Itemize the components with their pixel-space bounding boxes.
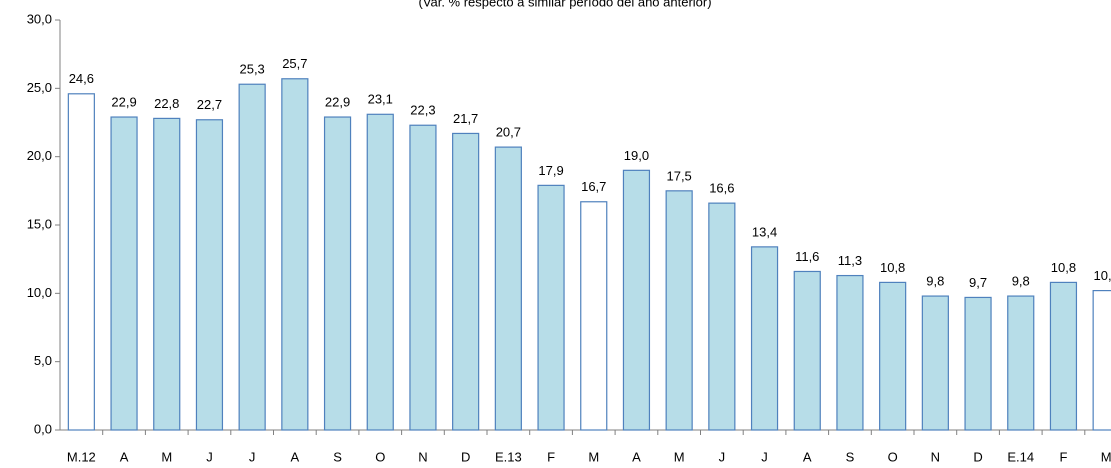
x-tick-label: D (461, 449, 470, 464)
value-label: 10,2 (1093, 268, 1111, 283)
bar (238, 83, 266, 431)
value-label: 11,3 (838, 253, 862, 268)
value-label: 21,7 (453, 111, 478, 126)
bar (879, 281, 907, 431)
bar (323, 116, 352, 431)
bar (665, 190, 693, 431)
bar (750, 246, 779, 431)
x-tick-label: D (973, 449, 982, 464)
x-tick-label: A (632, 449, 641, 464)
bar (153, 117, 181, 431)
x-tick-label: N (418, 449, 427, 464)
value-label: 13,4 (752, 224, 777, 239)
value-label: 17,9 (538, 163, 563, 178)
bar (964, 296, 992, 431)
value-label: 22,8 (154, 96, 179, 111)
bar (452, 132, 480, 431)
bar (67, 93, 95, 431)
x-tick-label: M (1101, 449, 1111, 464)
x-tick-label: S (846, 449, 855, 464)
value-label: 10,8 (1051, 260, 1076, 275)
y-tick-label: 20,0 (27, 148, 52, 163)
value-label: 25,7 (282, 56, 307, 71)
value-label: 9,8 (926, 274, 944, 289)
x-tick-label: S (333, 449, 342, 464)
x-tick-label: M (674, 449, 685, 464)
x-tick-label: E.14 (1007, 449, 1034, 464)
value-label: 17,5 (666, 168, 691, 183)
value-label: 24,6 (69, 71, 94, 86)
value-label: 22,7 (197, 97, 222, 112)
y-tick-label: 5,0 (34, 353, 52, 368)
y-tick-label: 15,0 (27, 216, 52, 231)
bar (580, 201, 608, 431)
x-tick-label: N (931, 449, 940, 464)
x-tick-label: F (1059, 449, 1067, 464)
value-label: 23,1 (368, 92, 393, 107)
x-tick-label: M (161, 449, 172, 464)
x-tick-label: J (719, 449, 726, 464)
y-tick-label: 30,0 (27, 11, 52, 26)
x-tick-label: F (547, 449, 555, 464)
bar (622, 169, 651, 431)
y-tick-label: 25,0 (27, 80, 52, 95)
bar (1007, 295, 1035, 431)
bar (1049, 281, 1078, 431)
bar (708, 202, 736, 431)
bar (281, 78, 309, 431)
bar (110, 116, 138, 431)
value-label: 10,8 (880, 260, 905, 275)
value-label: 9,8 (1012, 274, 1030, 289)
bar (195, 119, 224, 431)
bar (537, 184, 565, 431)
value-label: 16,7 (581, 179, 606, 194)
x-tick-label: J (249, 449, 256, 464)
value-label: 22,9 (325, 94, 350, 109)
value-label: 25,3 (239, 62, 264, 77)
x-tick-label: A (803, 449, 812, 464)
bar (921, 295, 949, 431)
x-tick-label: O (888, 449, 898, 464)
x-tick-label: A (120, 449, 129, 464)
value-label: 19,0 (624, 148, 649, 163)
bar (836, 274, 864, 431)
value-label: 11,6 (795, 249, 819, 264)
value-label: 22,3 (410, 103, 435, 118)
x-tick-label: E.13 (495, 449, 522, 464)
x-tick-label: A (291, 449, 300, 464)
x-tick-label: M.12 (67, 449, 96, 464)
bar (494, 146, 522, 431)
value-label: 9,7 (969, 275, 987, 290)
x-tick-label: J (206, 449, 213, 464)
value-label: 16,6 (709, 181, 734, 196)
chart-subtitle: (Var. % respecto a similar período del a… (418, 0, 711, 9)
x-tick-label: J (761, 449, 768, 464)
bar (793, 270, 821, 431)
bar (366, 113, 394, 431)
y-tick-label: 10,0 (27, 285, 52, 300)
value-label: 20,7 (496, 125, 521, 140)
bar (409, 124, 437, 431)
x-tick-label: O (375, 449, 385, 464)
value-label: 22,9 (111, 94, 136, 109)
bar (1092, 290, 1111, 431)
y-tick-label: 0,0 (34, 421, 52, 436)
x-tick-label: M (588, 449, 599, 464)
